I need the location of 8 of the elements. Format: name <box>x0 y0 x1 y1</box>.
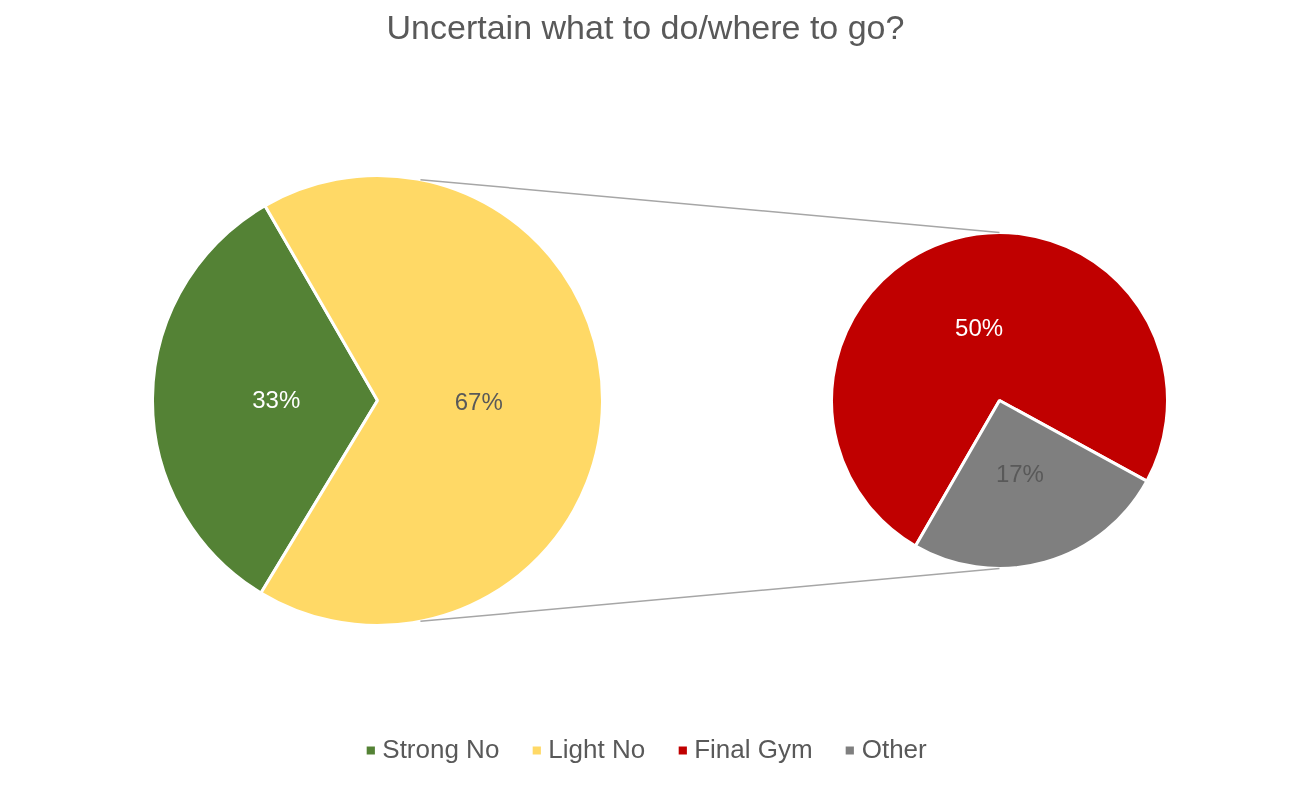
legend-label: Other <box>861 734 927 765</box>
chart-title: Uncertain what to do/where to go? <box>386 7 905 46</box>
legend-label: Light No <box>548 734 646 765</box>
data-label: 33% <box>252 385 301 413</box>
legend-label: Strong No <box>382 734 500 765</box>
data-label: 50% <box>955 314 1004 342</box>
legend-label: Final Gym <box>694 734 813 765</box>
data-label: 67% <box>454 388 503 416</box>
